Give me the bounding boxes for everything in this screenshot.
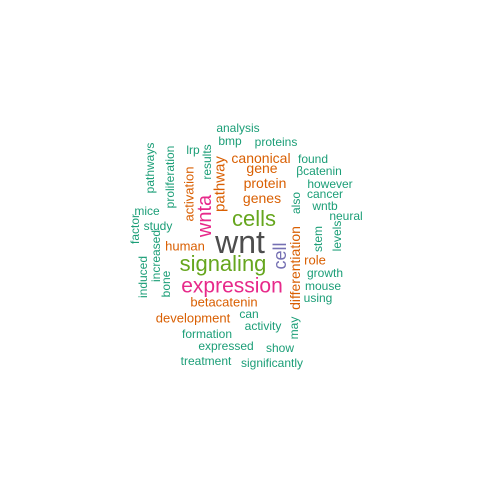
word-24: however [307,177,353,191]
word-48: treatment [180,354,232,368]
word-36: bone [159,270,173,298]
word-47: show [265,341,295,355]
word-45: formation [181,327,233,341]
word-3: expression [181,274,283,298]
word-18: bmp [218,134,242,148]
word-20: lrp [186,143,200,157]
word-2: signaling [179,251,267,276]
word-0: wnt [215,224,265,260]
word-22: found [297,152,329,166]
word-33: factor [128,213,142,245]
word-32: study [143,219,173,233]
word-30: proliferation [163,145,177,209]
word-29: pathways [143,142,157,194]
word-41: using [303,291,333,305]
word-14: role [304,252,326,268]
word-23: βcatenin [296,164,342,178]
word-12: activation [181,166,197,222]
word-6: pathway [211,156,229,212]
word-28: neural [329,209,363,223]
word-37: stem [311,225,325,253]
word-16: development [155,310,231,326]
word-15: betacatenin [190,294,258,310]
word-27: wntb [312,199,338,213]
word-49: significantly [240,356,304,370]
word-38: levels [330,220,344,252]
word-13: human [165,238,205,254]
word-44: may [287,316,301,340]
word-7: differentiation [287,226,303,310]
word-40: mouse [304,279,342,293]
word-35: induced [136,255,150,299]
word-11: genes [242,190,282,206]
word-31: mice [134,204,160,218]
word-26: cancer [306,187,344,201]
word-10: protein [243,175,287,191]
word-21: results [200,144,214,180]
word-42: can [239,307,259,321]
word-8: canonical [231,150,291,166]
word-46: expressed [198,339,254,353]
word-25: also [289,191,303,215]
word-43: activity [244,319,282,333]
word-19: proteins [254,135,298,149]
word-1: cells [231,206,277,231]
word-39: growth [306,266,344,280]
word-9: gene [246,160,278,176]
word-17: analysis [216,121,260,135]
